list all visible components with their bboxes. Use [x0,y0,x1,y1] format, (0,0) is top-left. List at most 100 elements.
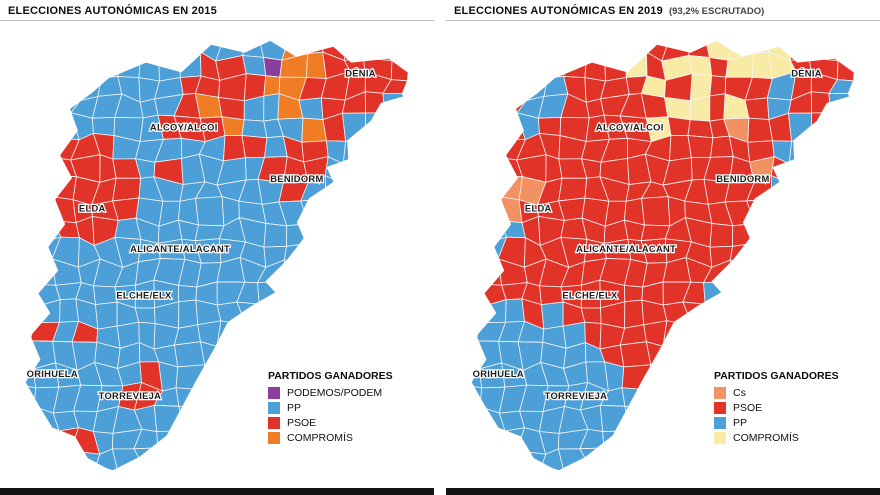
municipality-cell [25,384,37,408]
municipality-cell [25,52,38,76]
municipality-cell [806,278,836,310]
city-label-elche: ELCHE/ELX [562,290,618,300]
legend-label: PSOE [287,417,317,429]
municipality-cell [381,136,411,160]
municipality-cell [25,97,39,124]
municipality-cell [471,257,479,285]
municipality-cell [340,341,371,372]
municipality-cell [495,40,523,61]
legend-2019: PARTIDOS GANADORES Cs PSOE PP COMPROMÍS [714,370,874,447]
municipality-cell [563,53,588,79]
municipality-cell [242,324,265,348]
municipality-cell [662,425,686,454]
panel-2015-title: ELECCIONES AUTONÓMICAS EN 2015 [8,5,217,17]
municipality-cell [732,223,756,247]
municipality-cell [25,340,34,370]
municipality-cell [475,429,506,454]
municipality-cell [279,281,306,310]
municipality-cell [216,425,240,454]
municipality-cell [745,286,777,310]
municipality-cell [623,40,648,53]
municipality-cell [641,403,670,433]
municipality-cell [342,198,372,225]
municipality-cell [811,139,836,164]
municipality-cell [471,283,483,308]
legend-swatch [714,387,726,399]
municipality-cell [580,307,602,324]
municipality-cell [477,196,501,223]
municipality-cell [260,343,289,365]
municipality-cell [498,427,526,452]
legend-title: PARTIDOS GANADORES [268,370,393,382]
municipality-cell [807,321,839,346]
municipality-cell [238,342,265,365]
municipality-cell [724,320,751,344]
municipality-cell [29,74,55,100]
municipality-cell [682,301,706,331]
municipality-cell [51,175,77,201]
legend-swatch [714,402,726,414]
municipality-cell [286,223,310,247]
municipality-cell [384,305,404,331]
municipality-cell [813,344,839,369]
municipality-cell [471,427,481,454]
municipality-cell [361,321,393,346]
municipality-cell [383,223,411,244]
municipality-cell [342,112,366,142]
municipality-cell [70,450,101,471]
municipality-cell [29,52,57,77]
municipality-cell [202,448,220,471]
legend-title: PARTIDOS GANADORES [714,370,839,382]
municipality-cell [664,96,691,121]
municipality-cell [59,298,79,323]
municipality-cell [25,449,39,471]
municipality-cell [788,216,815,243]
municipality-cell [263,93,280,122]
municipality-cell [766,450,796,469]
municipality-cell [471,404,481,431]
legend-label: Cs [733,387,746,399]
municipality-cell [278,303,306,327]
municipality-cell [813,237,837,263]
municipality-cell [25,304,37,327]
city-label-torrevieja: TORREVIEJA [99,391,162,401]
municipality-cell [322,198,346,218]
municipality-cell [471,133,485,165]
municipality-cell [830,305,850,331]
municipality-cell [195,403,224,433]
municipality-cell [789,40,812,61]
municipality-cell [388,174,411,198]
municipality-cell [175,387,206,409]
municipality-cell [475,448,505,471]
municipality-cell [480,299,507,324]
municipality-cell [93,40,122,59]
municipality-cell [828,240,855,263]
municipality-cell [34,299,61,324]
municipality-cell [381,112,411,143]
municipality-cell [257,445,283,471]
legend-item: PSOE [714,402,874,414]
municipality-cell [241,119,268,139]
municipality-cell [298,307,331,330]
municipality-cell [200,364,226,393]
municipality-cell [539,285,564,306]
legend-swatch [268,417,280,429]
city-label-alicante: ALICANTE/ALACANT [576,244,676,254]
municipality-cell [384,321,411,346]
municipality-cell [541,301,564,330]
municipality-cell [827,448,857,471]
legend-label: PP [733,417,748,429]
municipality-cell [476,112,503,139]
municipality-cell [788,261,816,290]
municipality-cell [541,448,565,471]
municipality-cell [746,236,775,263]
municipality-cell [709,56,729,78]
municipality-cell [175,364,206,391]
municipality-cell [218,96,245,121]
municipality-cell [505,298,525,323]
municipality-cell [811,112,832,143]
city-label-denia: DÉNIA [345,67,376,78]
municipality-cell [475,52,503,77]
city-label-elda: ELDA [79,204,106,214]
municipality-cell [646,389,672,409]
